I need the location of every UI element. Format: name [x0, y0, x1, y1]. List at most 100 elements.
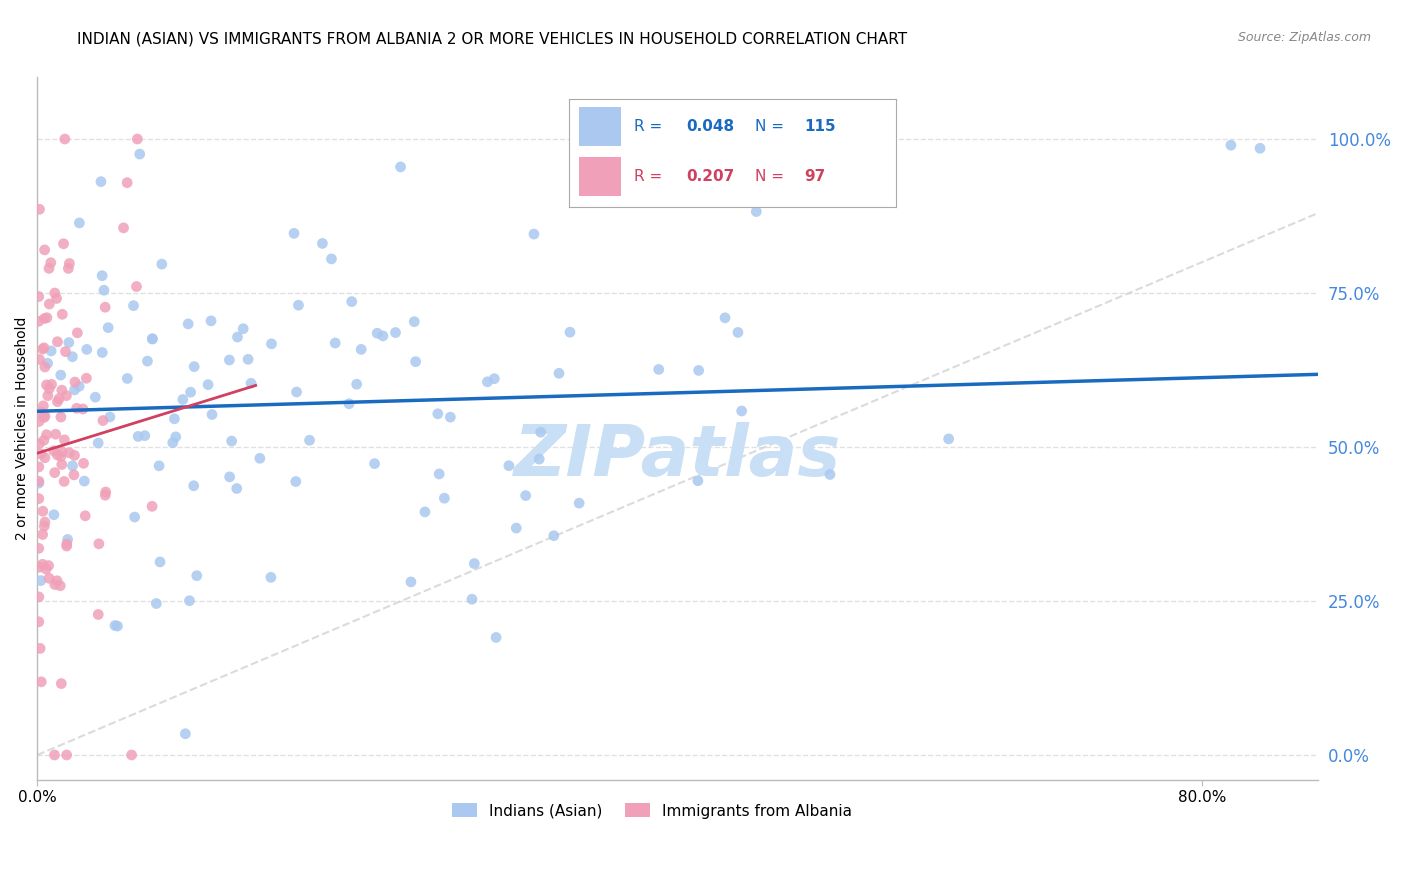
- Point: [94, 485, 117, 500]
- Point: [38, 382, 60, 396]
- Point: [91, 268, 114, 283]
- Y-axis label: 2 or more Vehicles in Household: 2 or more Vehicles in Household: [15, 317, 30, 541]
- Point: [477, 375, 499, 389]
- Point: [28, 560, 51, 574]
- Point: [94, 300, 117, 314]
- Point: [72, 401, 94, 416]
- Point: [221, 434, 243, 448]
- Point: [180, 385, 202, 400]
- Point: [72, 456, 94, 470]
- Point: [818, 467, 841, 482]
- Point: [115, 176, 138, 190]
- Point: [44, 285, 66, 300]
- Point: [284, 475, 307, 489]
- Point: [285, 384, 308, 399]
- Point: [523, 227, 546, 241]
- Point: [529, 452, 551, 467]
- Point: [350, 343, 373, 357]
- Point: [427, 467, 450, 481]
- Point: [31, 527, 53, 541]
- Point: [35, 377, 58, 392]
- Point: [226, 330, 249, 344]
- Point: [558, 325, 581, 339]
- Point: [28, 475, 51, 489]
- Point: [34, 519, 56, 533]
- Point: [67, 216, 90, 230]
- Point: [34, 450, 56, 465]
- Point: [63, 449, 86, 463]
- Point: [124, 510, 146, 524]
- Point: [28, 590, 51, 604]
- Point: [55, 537, 77, 551]
- Point: [172, 392, 194, 407]
- Point: [163, 411, 186, 425]
- Point: [98, 409, 121, 424]
- Point: [66, 326, 89, 340]
- Point: [162, 435, 184, 450]
- Point: [34, 359, 56, 374]
- Point: [58, 261, 80, 276]
- Point: [141, 332, 163, 346]
- Point: [46, 448, 69, 462]
- Point: [55, 747, 77, 762]
- Point: [104, 618, 127, 632]
- Point: [346, 377, 368, 392]
- Point: [93, 283, 115, 297]
- Point: [413, 505, 436, 519]
- Point: [298, 434, 321, 448]
- Point: [73, 474, 96, 488]
- Point: [44, 577, 66, 591]
- Point: [44, 466, 66, 480]
- Point: [63, 467, 86, 482]
- Point: [177, 317, 200, 331]
- Point: [593, 170, 616, 185]
- Point: [53, 132, 76, 146]
- Point: [63, 375, 86, 389]
- Point: [515, 489, 537, 503]
- Point: [31, 342, 53, 356]
- Point: [28, 476, 51, 491]
- Point: [28, 289, 51, 303]
- Point: [94, 488, 117, 502]
- Point: [49, 410, 72, 425]
- Point: [32, 341, 55, 355]
- Point: [37, 356, 59, 370]
- Point: [45, 292, 67, 306]
- Point: [44, 747, 66, 762]
- Point: [1249, 141, 1271, 155]
- Point: [38, 297, 60, 311]
- Point: [530, 425, 553, 440]
- Point: [174, 727, 197, 741]
- Point: [42, 508, 65, 522]
- Point: [107, 619, 129, 633]
- Point: [389, 160, 412, 174]
- Point: [321, 252, 343, 266]
- Point: [34, 409, 56, 424]
- Point: [49, 368, 72, 382]
- Point: [128, 147, 150, 161]
- Point: [28, 541, 51, 556]
- Point: [49, 450, 72, 464]
- Point: [90, 175, 112, 189]
- Point: [46, 394, 69, 409]
- Point: [149, 555, 172, 569]
- Point: [28, 436, 51, 450]
- Point: [714, 310, 737, 325]
- Point: [87, 607, 110, 622]
- Point: [323, 336, 346, 351]
- Point: [38, 558, 60, 573]
- Point: [91, 345, 114, 359]
- Point: [232, 322, 254, 336]
- Point: [35, 310, 58, 325]
- Point: [46, 334, 69, 349]
- Point: [51, 458, 73, 472]
- Point: [121, 747, 143, 762]
- Legend: Indians (Asian), Immigrants from Albania: Indians (Asian), Immigrants from Albania: [446, 797, 858, 824]
- Point: [39, 256, 62, 270]
- Point: [38, 571, 60, 585]
- Point: [53, 433, 76, 447]
- Point: [30, 674, 52, 689]
- Text: INDIAN (ASIAN) VS IMMIGRANTS FROM ALBANIA 2 OR MORE VEHICLES IN HOUSEHOLD CORREL: INDIAN (ASIAN) VS IMMIGRANTS FROM ALBANI…: [77, 31, 907, 46]
- Point: [87, 537, 110, 551]
- Point: [49, 579, 72, 593]
